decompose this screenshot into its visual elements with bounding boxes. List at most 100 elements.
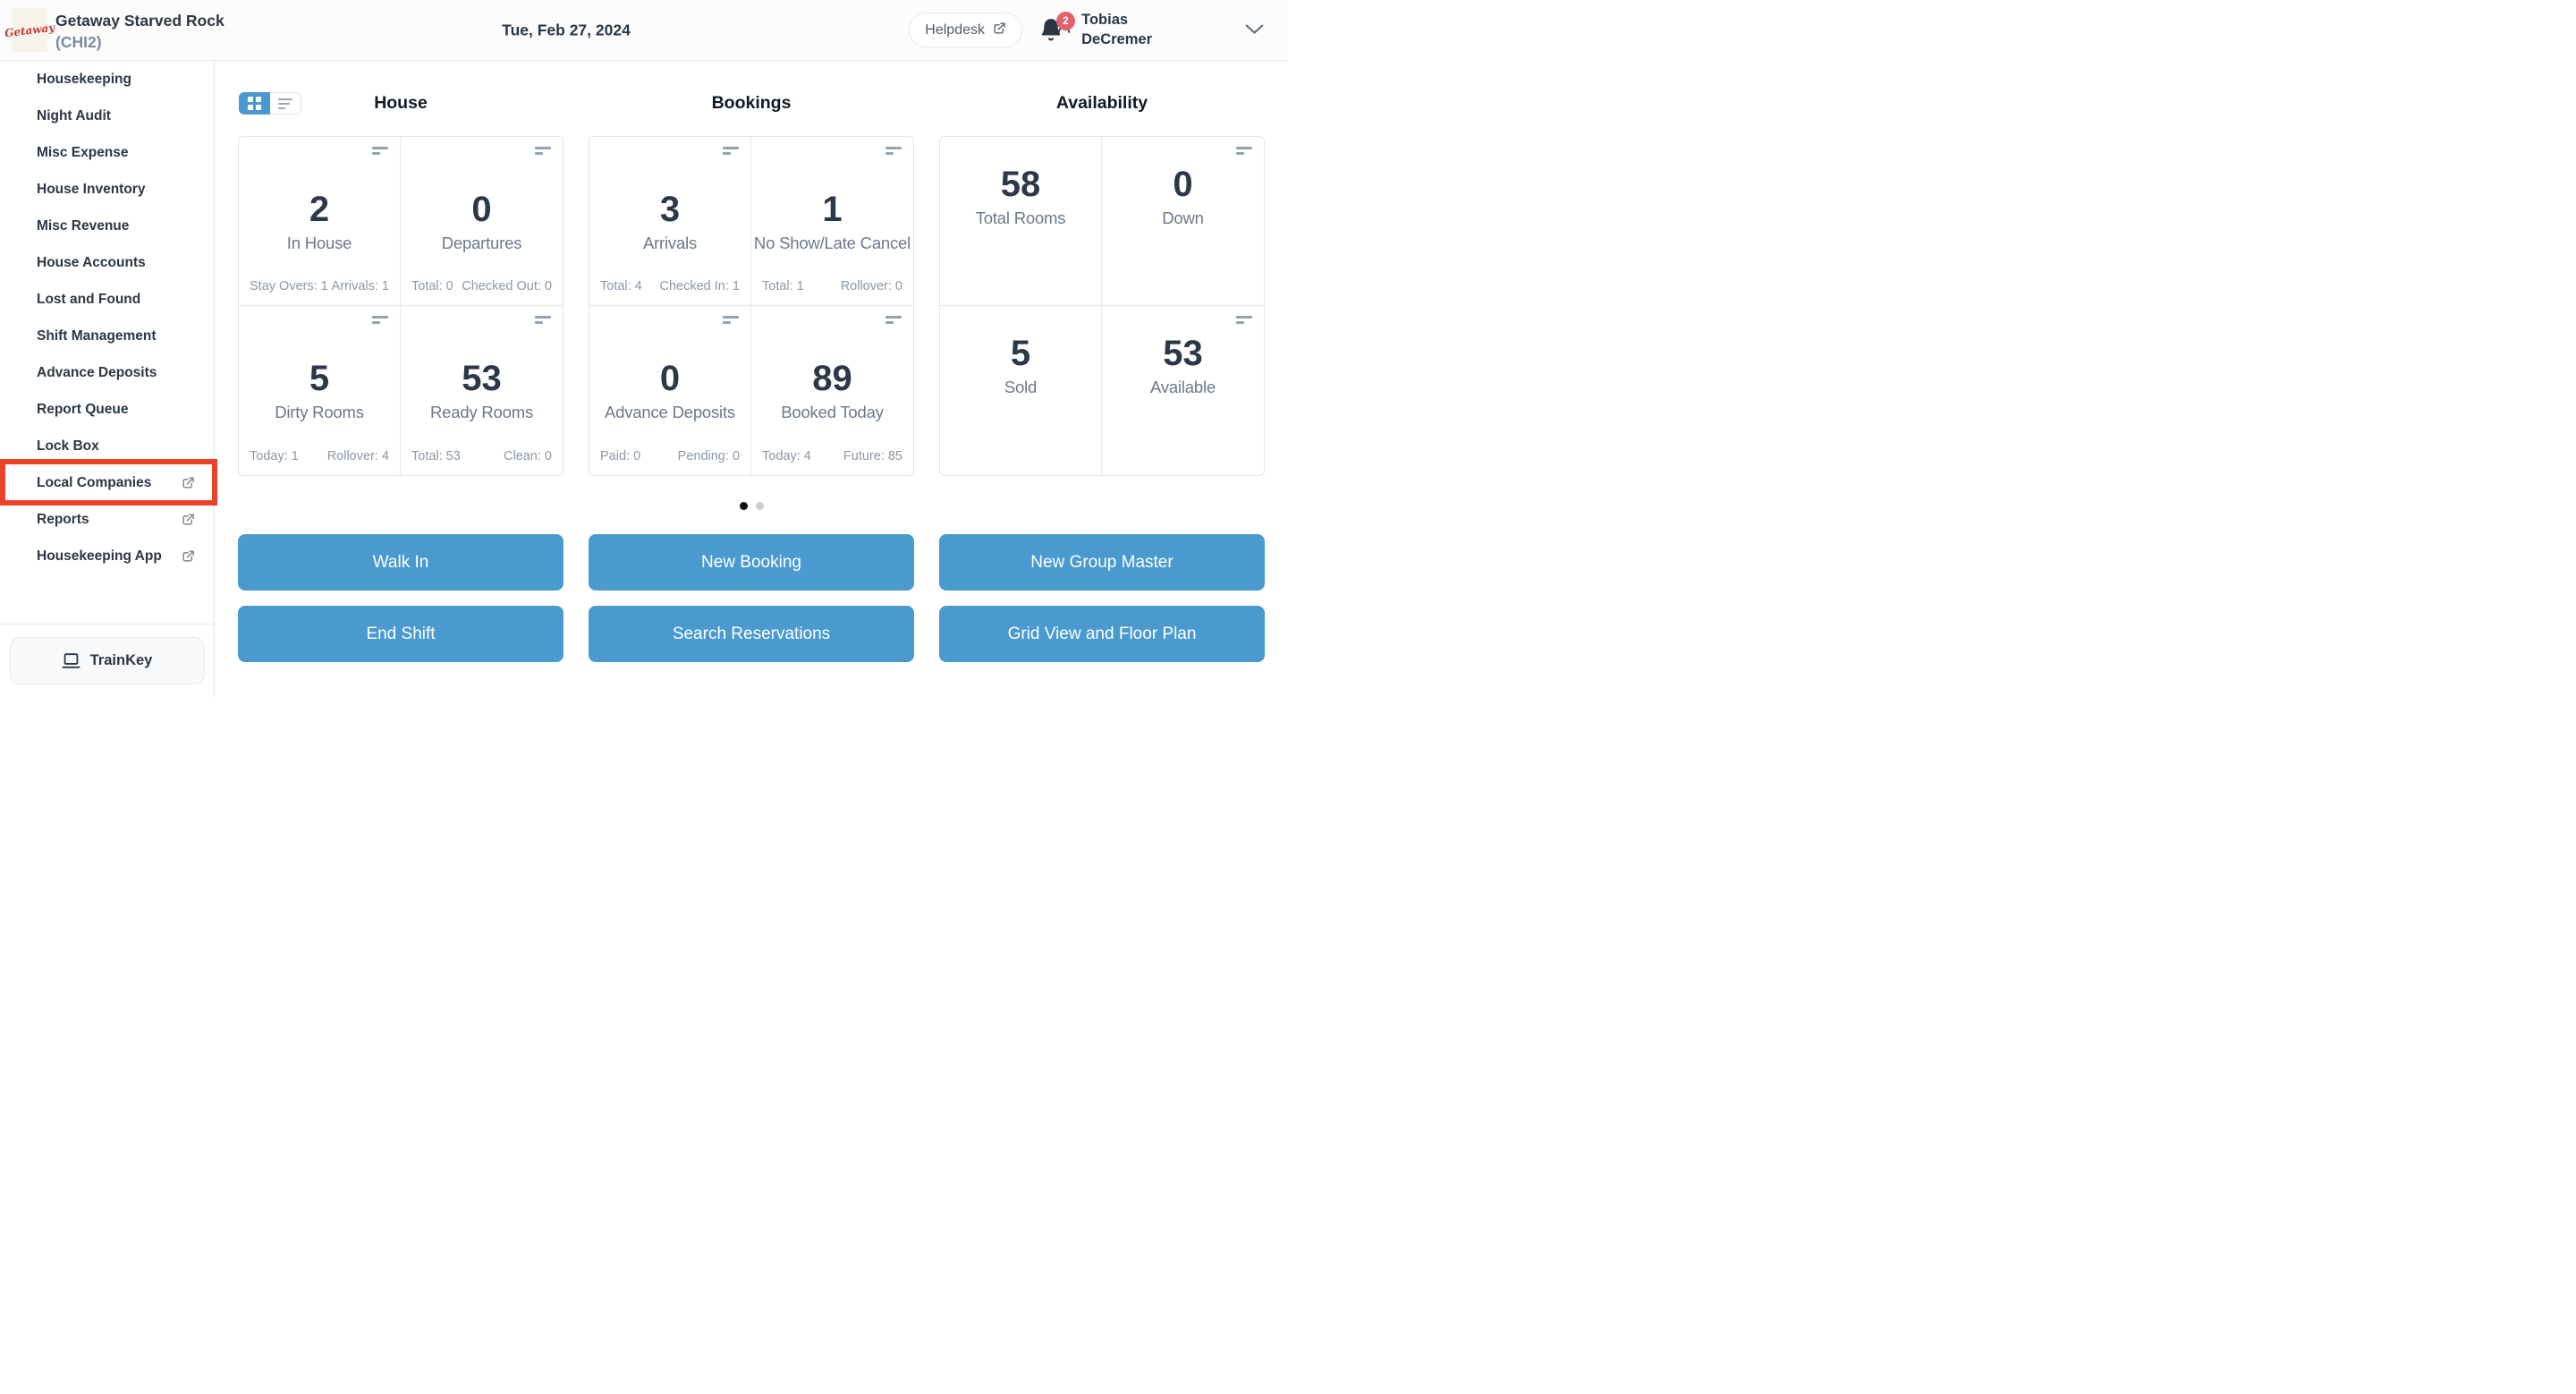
grid-view-button[interactable]: [239, 92, 270, 115]
sidebar-item-label: Report Queue: [37, 401, 129, 417]
list-view-button[interactable]: [270, 92, 301, 115]
sidebar-item-report-queue[interactable]: Report Queue: [0, 391, 214, 428]
dashboard-section-bookings: Bookings 3 Arrivals Total: 4 Checked In:…: [589, 92, 914, 662]
stat-value: 58: [1000, 164, 1041, 204]
sidebar-item-local-companies[interactable]: Local Companies: [0, 464, 214, 501]
carousel-dot-1[interactable]: [739, 502, 748, 510]
section-title: Bookings: [711, 93, 792, 113]
stat-breakdown: Today: 4 Future: 85: [751, 449, 913, 463]
sidebar-item-house-accounts[interactable]: House Accounts: [0, 244, 214, 281]
sidebar-item-night-audit[interactable]: Night Audit: [0, 98, 214, 134]
external-link-icon: [182, 549, 195, 563]
stat-breakdown: Paid: 0 Pending: 0: [589, 449, 750, 463]
sidebar-item-house-inventory[interactable]: House Inventory: [0, 171, 214, 208]
stat-card-body: 0 Departures: [401, 137, 563, 305]
external-link-icon: [993, 21, 1006, 39]
stats-bars-icon: [886, 147, 902, 155]
action-button-search-reservations[interactable]: Search Reservations: [589, 606, 914, 662]
stat-breakdown: Total: 4 Checked In: 1: [589, 279, 750, 293]
sidebar-item-label: Misc Revenue: [37, 217, 130, 234]
stat-label: Ready Rooms: [429, 403, 533, 421]
dashboard-section-house: House 2 In House Stay Overs: 1 Arrivals:…: [238, 92, 564, 662]
stat-card-in-house[interactable]: 2 In House Stay Overs: 1 Arrivals: 1: [239, 137, 401, 306]
stat-value: 53: [462, 359, 502, 398]
stat-breakdown: Total: 0 Checked Out: 0: [401, 279, 563, 293]
sidebar-item-advance-deposits[interactable]: Advance Deposits: [0, 354, 214, 391]
stat-label: Departures: [441, 233, 522, 252]
sidebar-item-lost-and-found[interactable]: Lost and Found: [0, 281, 214, 318]
bell-icon: [1041, 19, 1061, 41]
stats-bars-icon: [886, 316, 902, 324]
sidebar-item-label: Housekeeping App: [37, 548, 162, 564]
sidebar-item-shift-management[interactable]: Shift Management: [0, 318, 214, 354]
stat-value: 1: [822, 189, 843, 229]
section-actions: Walk In End Shift: [238, 534, 564, 662]
sidebar-item-misc-revenue[interactable]: Misc Revenue: [0, 208, 214, 244]
dashboard-main: House 2 In House Stay Overs: 1 Arrivals:…: [216, 61, 1288, 697]
stat-card-body: 0 Advance Deposits: [589, 306, 750, 475]
chevron-down-icon[interactable]: [1245, 23, 1264, 40]
stat-card-no-show-late-cancel[interactable]: 1 No Show/Late Cancel Total: 1 Rollover:…: [751, 137, 913, 306]
notification-badge: 2: [1056, 12, 1075, 30]
stat-card-body: 2 In House: [239, 137, 400, 305]
sidebar-list: Housekeeping Night Audit Misc Expense Ho…: [0, 61, 214, 574]
stat-breakdown-right: Pending: 0: [677, 449, 740, 463]
property-name: Getaway Starved Rock: [55, 12, 225, 30]
user-menu[interactable]: Tobias DeCremer: [1055, 11, 1152, 49]
stat-card-body: 53 Available: [1102, 306, 1264, 475]
stat-label: Booked Today: [781, 403, 884, 421]
sidebar-item-reports[interactable]: Reports: [0, 501, 214, 538]
user-last-name: DeCremer: [1081, 30, 1152, 47]
sidebar-item-housekeeping-app[interactable]: Housekeeping App: [0, 538, 214, 574]
sidebar-item-label: Advance Deposits: [37, 364, 157, 380]
trainkey-label: TrainKey: [89, 652, 153, 668]
stat-card-body: 0 Down: [1102, 137, 1264, 305]
user-first-name: Tobias: [1081, 12, 1129, 28]
stat-breakdown-right: Rollover: 4: [326, 449, 389, 463]
stat-card-dirty-rooms[interactable]: 5 Dirty Rooms Today: 1 Rollover: 4: [239, 306, 401, 475]
stat-card-body: 3 Arrivals: [589, 137, 750, 305]
stat-card-ready-rooms[interactable]: 53 Ready Rooms Total: 53 Clean: 0: [401, 306, 563, 475]
stat-breakdown-left: Stay Overs: 1: [250, 279, 328, 293]
action-button-walk-in[interactable]: Walk In: [238, 534, 564, 591]
view-toggle: [239, 92, 301, 115]
business-date: Tue, Feb 27, 2024: [502, 21, 631, 38]
stat-card-booked-today[interactable]: 89 Booked Today Today: 4 Future: 85: [751, 306, 913, 475]
stat-breakdown-right: Checked Out: 0: [462, 279, 552, 293]
sidebar-item-label: Night Audit: [37, 107, 111, 123]
stat-breakdown-right: Future: 85: [843, 449, 902, 463]
stat-card-arrivals[interactable]: 3 Arrivals Total: 4 Checked In: 1: [589, 137, 751, 306]
stat-label: Down: [1162, 208, 1204, 227]
stat-card-available[interactable]: 53 Available: [1102, 306, 1264, 475]
stat-label: Available: [1150, 378, 1216, 396]
user-name: Tobias DeCremer: [1081, 11, 1152, 49]
sidebar-item-housekeeping[interactable]: Housekeeping: [0, 61, 214, 98]
action-button-new-booking[interactable]: New Booking: [589, 534, 914, 591]
trainkey-button[interactable]: TrainKey: [9, 637, 205, 684]
carousel-dot-2[interactable]: [755, 502, 764, 510]
sidebar-item-misc-expense[interactable]: Misc Expense: [0, 134, 214, 171]
section-title: Availability: [1055, 93, 1148, 113]
external-link-icon: [182, 476, 195, 489]
stat-breakdown: Stay Overs: 1 Arrivals: 1: [239, 279, 400, 293]
stat-value: 3: [659, 189, 681, 229]
sidebar-item-label: House Accounts: [37, 254, 146, 270]
stat-value: 0: [471, 189, 492, 229]
brand-logo: Getaway: [4, 8, 55, 52]
action-button-end-shift[interactable]: End Shift: [238, 606, 564, 662]
stat-card-departures[interactable]: 0 Departures Total: 0 Checked Out: 0: [401, 137, 563, 306]
stat-card-advance-deposits[interactable]: 0 Advance Deposits Paid: 0 Pending: 0: [589, 306, 751, 475]
sidebar-item-lock-box[interactable]: Lock Box: [0, 428, 214, 464]
action-button-new-group-master[interactable]: New Group Master: [939, 534, 1265, 591]
sidebar-item-label: House Inventory: [37, 181, 146, 197]
stat-card-total-rooms[interactable]: 58 Total Rooms: [940, 137, 1102, 306]
stat-card-sold[interactable]: 5 Sold: [940, 306, 1102, 475]
notifications-button[interactable]: 2: [1039, 12, 1075, 45]
helpdesk-button[interactable]: Helpdesk: [909, 13, 1022, 47]
stat-card-down[interactable]: 0 Down: [1102, 137, 1264, 306]
action-button-grid-view-and-floor-plan[interactable]: Grid View and Floor Plan: [939, 606, 1265, 662]
sidebar-item-label: Shift Management: [37, 327, 157, 344]
stats-bars-icon: [1236, 147, 1252, 155]
stats-bars-icon: [372, 316, 388, 324]
stat-breakdown-left: Today: 1: [250, 449, 299, 463]
